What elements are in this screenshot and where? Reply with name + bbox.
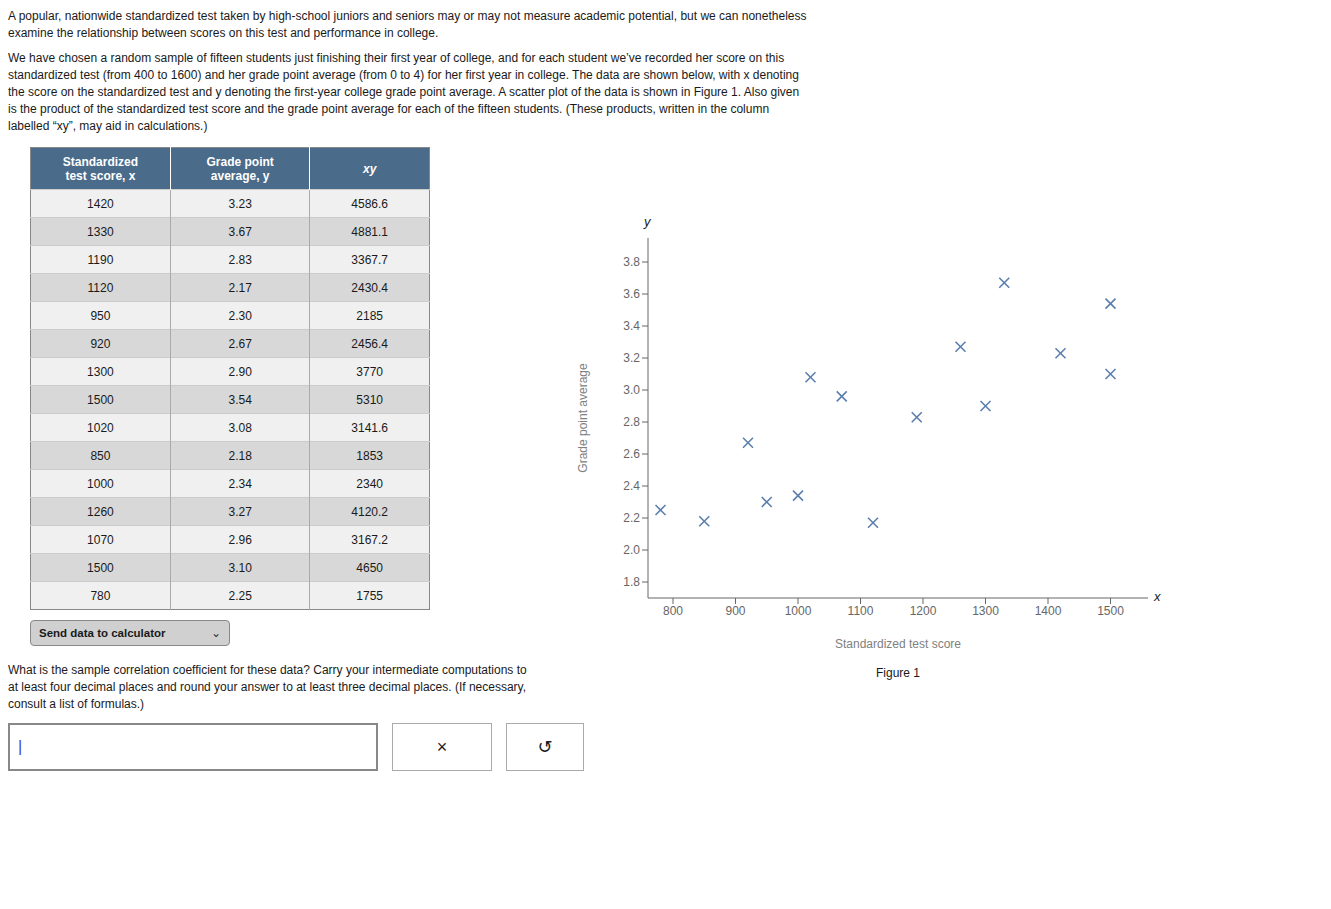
html-text:3.27: 3.27	[228, 504, 252, 519]
svg-text:1100: 1100	[848, 604, 874, 618]
svg-text:900: 900	[725, 604, 745, 618]
html-text:Figure 1: Figure 1	[876, 666, 920, 680]
html-text:2.25: 2.25	[228, 588, 252, 603]
html-text:1853: 1853	[356, 448, 383, 463]
html-text:x: x	[1154, 589, 1161, 604]
html-text:950: 950	[90, 308, 111, 323]
html-text:What is the sample correlation: What is the sample correlation coefficie…	[8, 663, 527, 711]
html-text:2.83: 2.83	[228, 252, 252, 267]
html-text:1120: 1120	[87, 280, 114, 295]
svg-text:3.2: 3.2	[623, 351, 640, 365]
html-text:4881.1: 4881.1	[351, 224, 388, 239]
html-text:2.90: 2.90	[228, 364, 252, 379]
html-text:780: 780	[90, 588, 111, 603]
svg-text:3.6: 3.6	[623, 287, 640, 301]
html-text:2.34: 2.34	[228, 476, 252, 491]
html-text:3.10: 3.10	[228, 560, 252, 575]
svg-text:2.6: 2.6	[623, 447, 640, 461]
html-text:3.54: 3.54	[228, 392, 252, 407]
html-text:1260: 1260	[87, 504, 114, 519]
html-text:y: y	[644, 214, 651, 229]
html-text:2.96: 2.96	[228, 532, 252, 547]
html-text:1500: 1500	[87, 392, 114, 407]
html-text:1020: 1020	[87, 420, 114, 435]
html-text:3141.6: 3141.6	[351, 420, 388, 435]
html-text:2340: 2340	[356, 476, 383, 491]
html-text:2430.4: 2430.4	[351, 280, 388, 295]
svg-text:2.2: 2.2	[623, 511, 640, 525]
svg-text:2.0: 2.0	[623, 543, 640, 557]
html-text:1500: 1500	[87, 560, 114, 575]
html-text:A popular, nationwide standard: A popular, nationwide standardized test …	[8, 9, 807, 40]
svg-text:2.4: 2.4	[623, 479, 640, 493]
html-text:1330: 1330	[87, 224, 114, 239]
svg-text:1000: 1000	[785, 604, 812, 618]
html-text:We have chosen a random sample: We have chosen a random sample of fiftee…	[8, 51, 800, 133]
html-text:920: 920	[90, 336, 111, 351]
html-text:850: 850	[90, 448, 111, 463]
html-text:1420: 1420	[87, 196, 114, 211]
html-text:1190: 1190	[87, 252, 114, 267]
svg-text:Standardized test score: Standardized test score	[835, 637, 961, 651]
html-text:2456.4: 2456.4	[351, 336, 388, 351]
html-text:3167.2: 3167.2	[351, 532, 388, 547]
html-text:Standardized test score, x: Standardized test score, x	[62, 154, 139, 183]
html-text:3.23: 3.23	[228, 196, 252, 211]
html-text:3.67: 3.67	[228, 224, 252, 239]
svg-text:2.8: 2.8	[623, 415, 640, 429]
html-text:2185: 2185	[356, 308, 383, 323]
svg-text:1500: 1500	[1097, 604, 1124, 618]
svg-text:Grade point average: Grade point average	[576, 363, 590, 473]
svg-text:1400: 1400	[1035, 604, 1062, 618]
html-text:xy: xy	[363, 161, 377, 176]
html-text:Send data to calculator: Send data to calculator	[39, 627, 166, 639]
svg-text:1200: 1200	[910, 604, 937, 618]
html-text:4120.2: 4120.2	[351, 504, 388, 519]
svg-text:1.8: 1.8	[623, 575, 640, 589]
html-text:1755: 1755	[356, 588, 383, 603]
html-text:3367.7: 3367.7	[351, 252, 388, 267]
svg-text:1300: 1300	[972, 604, 999, 618]
html-text:Grade point average, y: Grade point average, y	[206, 154, 274, 183]
svg-text:3.8: 3.8	[623, 255, 640, 269]
html-text:4586.6: 4586.6	[351, 196, 388, 211]
html-text:3770: 3770	[356, 364, 383, 379]
html-text:2.17: 2.17	[228, 280, 252, 295]
html-text:3.08: 3.08	[228, 420, 252, 435]
svg-text:3.0: 3.0	[623, 383, 640, 397]
html-text:2.18: 2.18	[228, 448, 252, 463]
html-text:1300: 1300	[87, 364, 114, 379]
html-text:1070: 1070	[87, 532, 114, 547]
html-text:5310: 5310	[356, 392, 383, 407]
svg-text:3.4: 3.4	[623, 319, 640, 333]
html-text:4650: 4650	[356, 560, 383, 575]
html-text:1000: 1000	[87, 476, 114, 491]
svg-text:800: 800	[663, 604, 683, 618]
html-text:2.67: 2.67	[228, 336, 252, 351]
html-text:2.30: 2.30	[228, 308, 252, 323]
